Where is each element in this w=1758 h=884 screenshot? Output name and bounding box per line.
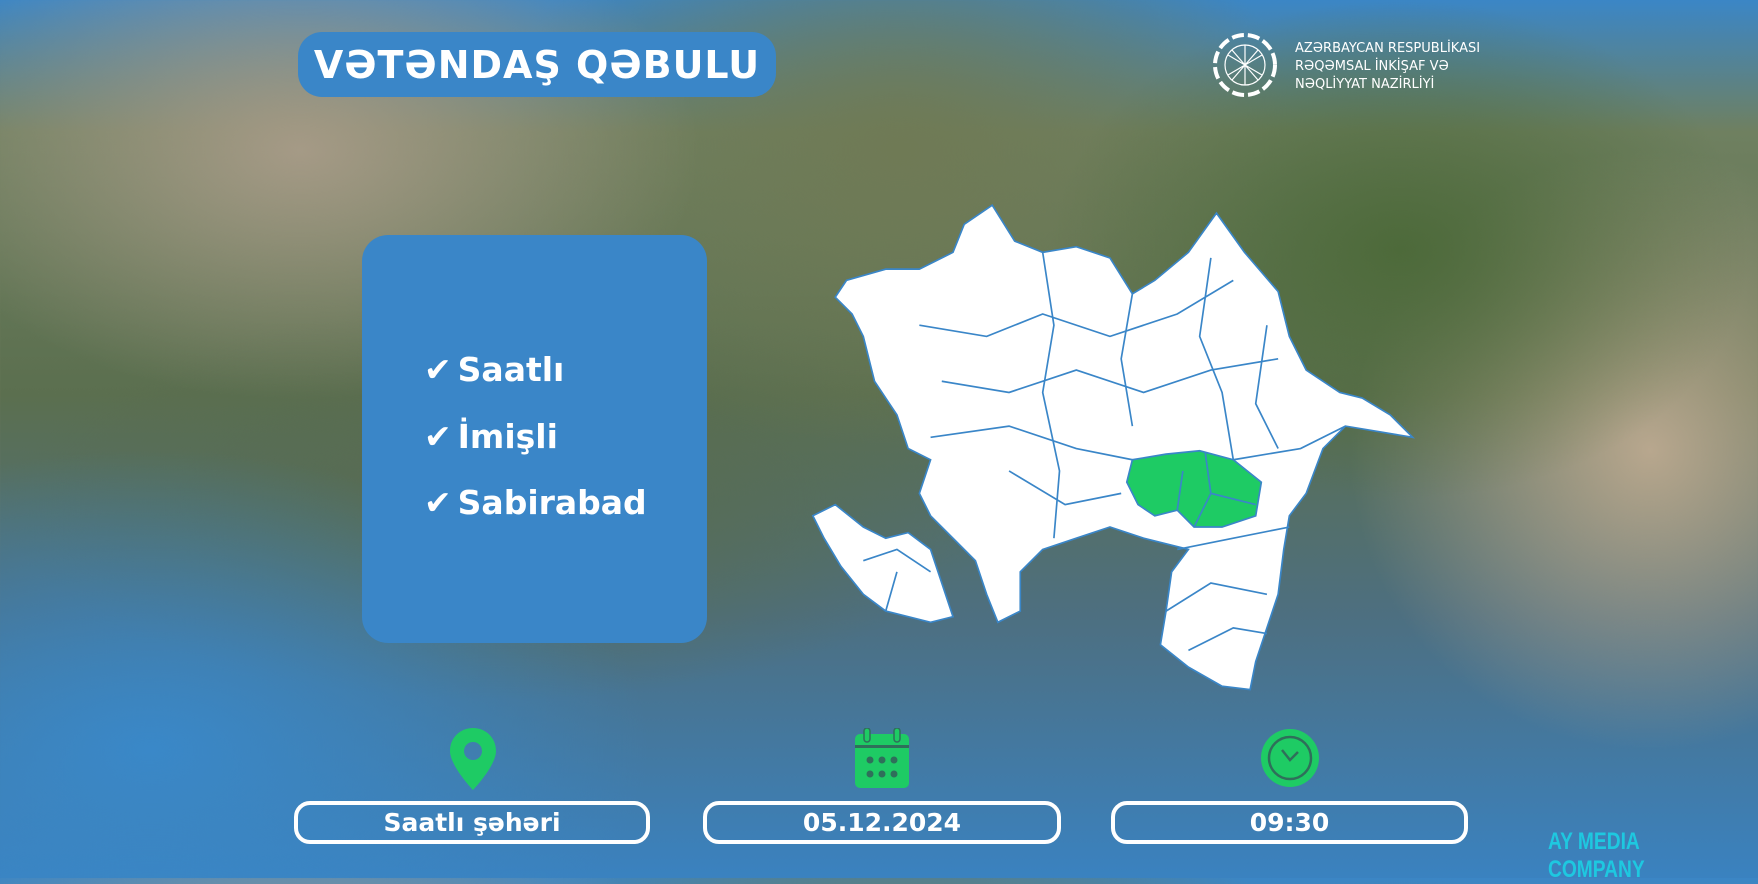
location-pin-icon — [450, 728, 496, 790]
region-label: Sabirabad — [457, 483, 647, 522]
ministry-line: AZƏRBAYCAN RESPUBLİKASI — [1295, 41, 1481, 56]
brand-watermark: AY MEDIA COMPANY — [1548, 828, 1645, 883]
time-box: 09:30 — [1111, 801, 1468, 844]
date-box: 05.12.2024 — [703, 801, 1061, 844]
region-item: ✔ İmişli — [424, 417, 558, 456]
ministry-line: RƏQƏMSAL İNKİŞAF VƏ — [1295, 59, 1449, 74]
region-item: ✔ Saatlı — [424, 350, 564, 389]
ministry-logo-icon — [1213, 33, 1277, 97]
ministry-line: NƏQLİYYAT NAZİRLİYİ — [1295, 77, 1435, 92]
check-icon: ✔ — [424, 350, 452, 389]
map-mainland — [834, 204, 1416, 691]
region-item: ✔ Sabirabad — [424, 483, 647, 522]
check-icon: ✔ — [424, 483, 452, 522]
page-title: VƏTƏNDAŞ QƏBULU — [298, 32, 776, 97]
regions-panel: ✔ Saatlı ✔ İmişli ✔ Sabirabad — [362, 235, 707, 643]
map-nakhchivan — [811, 503, 955, 624]
location-box: Saatlı şəhəri — [294, 801, 650, 844]
region-label: Saatlı — [457, 350, 565, 389]
calendar-icon — [855, 728, 909, 788]
map-highlight-regions — [1125, 449, 1263, 528]
clock-icon — [1261, 729, 1319, 787]
check-icon: ✔ — [424, 417, 452, 456]
ministry-name: AZƏRBAYCAN RESPUBLİKASI RƏQƏMSAL İNKİŞAF… — [1295, 40, 1480, 94]
region-label: İmişli — [457, 417, 558, 456]
